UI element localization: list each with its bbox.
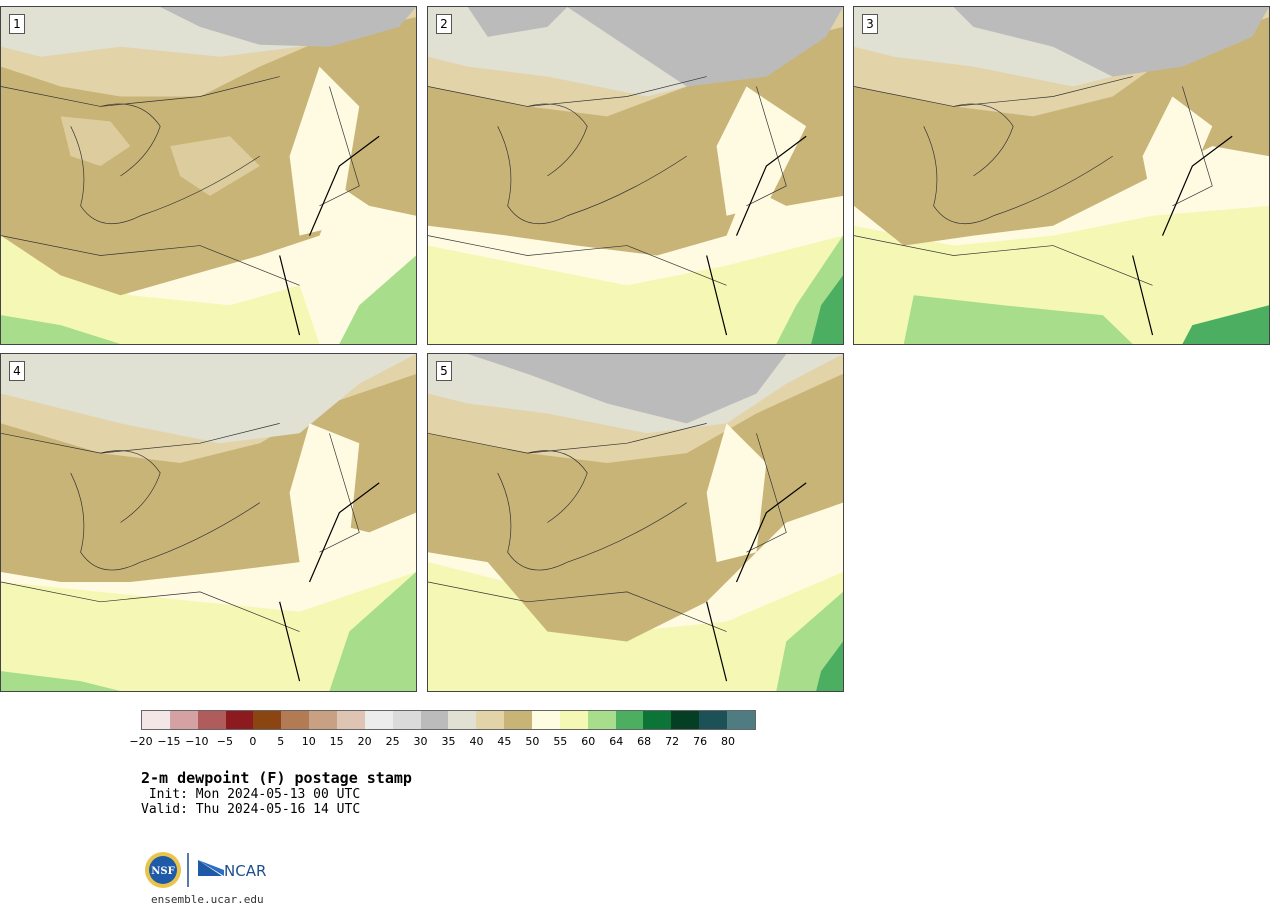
dewpoint-map-2 (428, 7, 843, 344)
chart-title: 2-m dewpoint (F) postage stamp (141, 769, 412, 787)
colorbar-swatch (197, 711, 226, 729)
colorbar-swatch (225, 711, 254, 729)
colorbar-tick-label: −15 (157, 735, 181, 748)
colorbar-swatch (504, 711, 533, 729)
colorbar-tick-label: 80 (721, 735, 736, 748)
ncar-mark-icon: NCAR (198, 860, 266, 880)
colorbar-swatch (559, 711, 588, 729)
colorbar-tick-label: 10 (301, 735, 316, 748)
colorbar-tick-label: 0 (249, 735, 257, 748)
colorbar-tick-label: 15 (329, 735, 344, 748)
dewpoint-map-5 (428, 354, 843, 691)
nsf-seal-icon: NSF (145, 852, 181, 888)
stamp-panel-1: 1 (0, 6, 417, 345)
colorbar-swatch (727, 711, 755, 729)
colorbar-swatch (364, 711, 393, 729)
colorbar-tick-label: 35 (441, 735, 456, 748)
colorbar-swatch (615, 711, 644, 729)
colorbar-swatch (281, 711, 310, 729)
colorbar-tick-label: 45 (497, 735, 512, 748)
colorbar-tick-label: −10 (185, 735, 209, 748)
colorbar-swatch (142, 711, 170, 729)
panel-number: 2 (436, 14, 452, 34)
colorbar-swatch (309, 711, 338, 729)
colorbar (141, 710, 756, 730)
colorbar-tick-label: 55 (553, 735, 568, 748)
valid-time: Valid: Thu 2024-05-16 14 UTC (141, 802, 361, 817)
colorbar-swatch (448, 711, 477, 729)
ncar-text: NCAR (224, 862, 266, 880)
colorbar-tick-label: 64 (609, 735, 624, 748)
panel-number: 1 (9, 14, 25, 34)
stamp-panel-5: 5 (427, 353, 844, 692)
colorbar-tick-label: 5 (277, 735, 285, 748)
panel-number: 4 (9, 361, 25, 381)
stamp-panel-2: 2 (427, 6, 844, 345)
panel-number: 3 (862, 14, 878, 34)
colorbar-swatch (643, 711, 672, 729)
colorbar-tick-label: 20 (357, 735, 372, 748)
colorbar-swatch (699, 711, 728, 729)
colorbar-swatch (253, 711, 282, 729)
stamp-panel-3: 3 (853, 6, 1270, 345)
colorbar-swatch (671, 711, 700, 729)
colorbar-swatch (169, 711, 198, 729)
colorbar-tick-label: 68 (637, 735, 652, 748)
dewpoint-map-3 (854, 7, 1269, 344)
colorbar-swatch (587, 711, 616, 729)
colorbar-tick-label: 25 (385, 735, 400, 748)
colorbar-swatch (337, 711, 365, 729)
nsf-ncar-logo: NSF NCAR (145, 852, 266, 888)
colorbar-swatch (532, 711, 560, 729)
colorbar-swatch (420, 711, 449, 729)
dewpoint-map-1 (1, 7, 416, 344)
colorbar-swatch (392, 711, 421, 729)
colorbar-tick-label: 40 (469, 735, 484, 748)
dewpoint-map-4 (1, 354, 416, 691)
colorbar-tick-label: 76 (693, 735, 708, 748)
panel-number: 5 (436, 361, 452, 381)
colorbar-tick-label: −5 (216, 735, 233, 748)
stamp-panel-4: 4 (0, 353, 417, 692)
colorbar-tick-label: 50 (525, 735, 540, 748)
site-url: ensemble.ucar.edu (151, 893, 264, 906)
init-time: Init: Mon 2024-05-13 00 UTC (141, 787, 361, 802)
nsf-text: NSF (151, 866, 174, 877)
colorbar-tick-label: 60 (581, 735, 596, 748)
colorbar-tick-label: 72 (665, 735, 680, 748)
colorbar-tick-label: 30 (413, 735, 428, 748)
colorbar-swatch (476, 711, 505, 729)
colorbar-ticks: −20 −15 −10 −5 0 5 10 15 20 25 30 35 40 45 50 55 60 64 68 7… (129, 735, 756, 751)
colorbar-tick-label: −20 (129, 735, 153, 748)
